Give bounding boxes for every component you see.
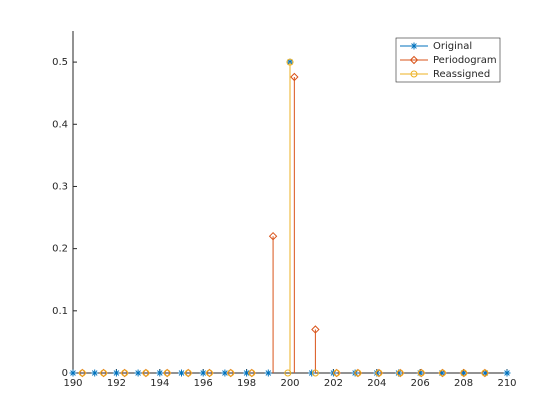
marker-stroke (395, 370, 402, 376)
marker (227, 369, 235, 377)
x-tick-label: 208 (454, 378, 473, 389)
legend: Original Periodogram Reassigned (395, 37, 501, 83)
marker-stroke (156, 370, 163, 376)
marker (142, 369, 150, 377)
x-tick-label: 202 (324, 378, 343, 389)
y-tick-label: 0.2 (52, 244, 68, 255)
x-tick-label: 198 (237, 378, 256, 389)
marker-stroke (243, 370, 250, 376)
marker (178, 369, 185, 377)
marker (286, 58, 294, 66)
x-tick-label: 192 (107, 378, 126, 389)
marker (354, 369, 362, 377)
marker (311, 325, 320, 334)
marker (69, 369, 77, 377)
marker (460, 369, 468, 377)
y-tick-label: 0.3 (52, 181, 68, 192)
marker (163, 369, 171, 377)
marker-stroke (265, 370, 272, 376)
marker (396, 369, 404, 377)
marker (409, 55, 419, 65)
marker (290, 72, 299, 82)
marker (308, 369, 316, 377)
marker (134, 369, 142, 377)
marker-stroke (411, 43, 417, 49)
marker (333, 369, 341, 377)
marker (439, 369, 447, 377)
marker (91, 369, 99, 377)
x-tick-label: 190 (63, 378, 82, 389)
marker (284, 369, 292, 377)
marker-stroke (308, 370, 315, 376)
marker (311, 369, 319, 377)
marker (503, 369, 511, 377)
marker (100, 369, 108, 377)
marker (410, 42, 418, 50)
marker (264, 369, 272, 377)
marker-stroke (135, 370, 141, 376)
marker (205, 369, 213, 377)
marker-stroke (504, 370, 510, 376)
marker-stroke (373, 370, 380, 376)
marker (121, 369, 129, 377)
x-tick-label: 210 (497, 378, 516, 389)
legend-label: Periodogram (433, 55, 497, 66)
y-tick-label: 0.5 (52, 57, 68, 68)
marker (268, 231, 278, 241)
marker (156, 369, 164, 377)
x-tick-label: 200 (280, 378, 299, 389)
marker (417, 369, 425, 377)
x-tick-label: 194 (150, 378, 169, 389)
x-tick-label: 206 (411, 378, 430, 389)
y-tick-label: 0.4 (52, 119, 68, 130)
marker-stroke (113, 370, 120, 376)
x-tick-label: 204 (367, 378, 386, 389)
marker (481, 369, 489, 377)
marker-stroke (70, 370, 76, 376)
legend-label: Original (433, 41, 472, 52)
marker (248, 369, 256, 377)
y-tick-label: 0.1 (52, 306, 68, 317)
marker (410, 70, 418, 78)
marker (221, 369, 229, 377)
marker-stroke (200, 370, 207, 376)
marker-stroke (222, 370, 228, 376)
legend-label: Reassigned (433, 69, 490, 80)
marker-stroke (91, 370, 98, 376)
marker (78, 369, 86, 377)
marker (375, 369, 383, 377)
marker (184, 369, 192, 377)
y-tick-label: 0 (62, 368, 68, 379)
marker-stroke (178, 370, 185, 376)
x-tick-label: 196 (194, 378, 213, 389)
marker (112, 369, 120, 377)
